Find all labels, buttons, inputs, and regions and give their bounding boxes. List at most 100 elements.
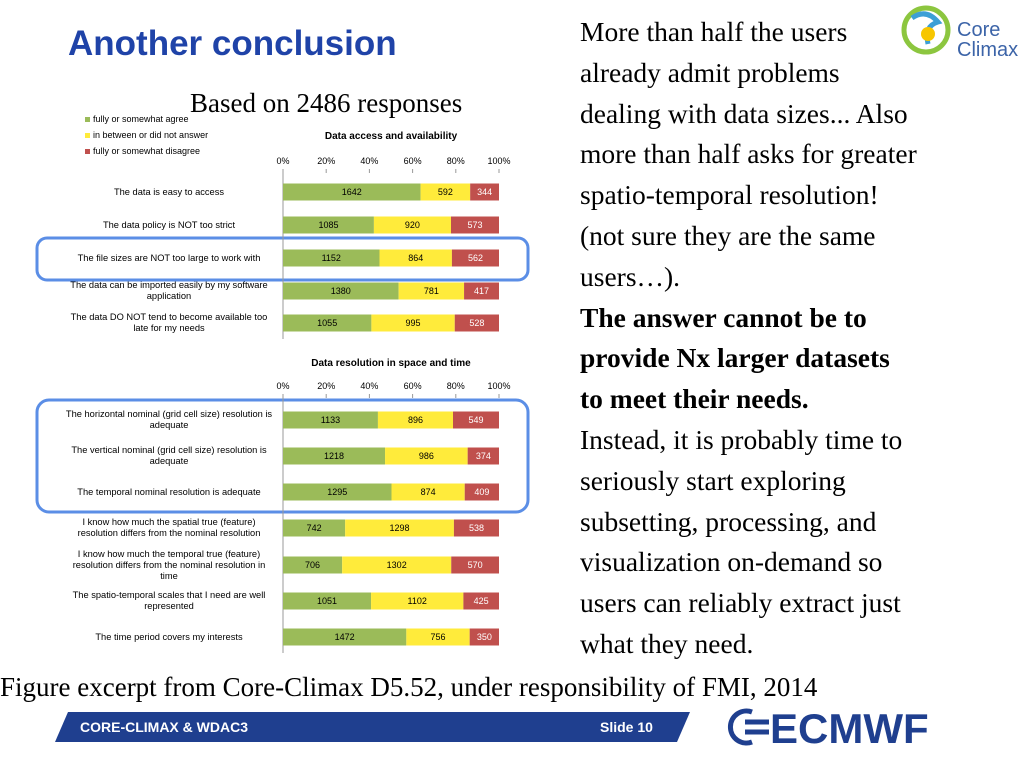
x-tick-label: 0% xyxy=(276,381,289,391)
bar-segment xyxy=(283,183,421,201)
category-label: I know how much the temporal true (featu… xyxy=(63,549,275,581)
category-label: The file sizes are NOT too large to work… xyxy=(63,242,275,274)
data-label: 562 xyxy=(468,253,483,263)
bar-segment xyxy=(283,249,380,267)
bar-segment xyxy=(283,411,378,429)
logo-word: Core xyxy=(957,19,1001,41)
body-line: users…). xyxy=(580,260,681,292)
x-tick-label: 0% xyxy=(276,156,289,166)
category-text: The temporal nominal resolution is adequ… xyxy=(77,486,261,497)
data-label: 344 xyxy=(477,187,492,197)
legend-swatch xyxy=(85,149,90,154)
body-line: provide Nx larger datasets xyxy=(580,342,890,374)
body-line: dealing with data sizes... Also xyxy=(580,97,908,129)
data-label: 1380 xyxy=(331,286,351,296)
category-text: The data DO NOT tend to become available… xyxy=(70,312,268,333)
bar-segment xyxy=(467,447,499,465)
bar-segment xyxy=(385,447,468,465)
body-line: more than half asks for greater xyxy=(580,138,917,170)
category-text: The file sizes are NOT too large to work… xyxy=(77,252,261,263)
category-text: The time period covers my interests xyxy=(95,631,243,642)
bar-segment xyxy=(420,183,471,201)
body-line: subsetting, processing, and xyxy=(580,505,877,537)
category-text: The horizontal nominal (grid cell size) … xyxy=(65,409,273,430)
bar-segment xyxy=(451,249,499,267)
category-label: I know how much the spatial true (featur… xyxy=(63,512,275,544)
data-label: 1642 xyxy=(342,187,362,197)
bar-segment xyxy=(398,282,465,300)
bar-segment xyxy=(283,628,407,646)
ecmwf-icon xyxy=(728,708,769,746)
body-line: users can reliably extract just xyxy=(580,587,901,619)
category-label: The vertical nominal (grid cell size) re… xyxy=(63,440,275,472)
data-label: 1472 xyxy=(335,632,355,642)
data-label: 374 xyxy=(476,451,491,461)
body-text: More than half the users already admit pr… xyxy=(580,12,917,665)
data-label: 570 xyxy=(468,560,483,570)
x-tick-label: 20% xyxy=(317,381,335,391)
body-line: More than half the users xyxy=(580,16,848,47)
data-label: 1102 xyxy=(408,596,427,606)
category-label: The data is easy to access xyxy=(63,176,275,208)
data-label: 1085 xyxy=(318,220,338,230)
data-label: 1152 xyxy=(322,253,341,263)
data-label: 1218 xyxy=(324,451,344,461)
bar-segment xyxy=(373,216,451,234)
x-tick-label: 60% xyxy=(404,156,422,166)
bar-segment xyxy=(469,628,499,646)
category-label: The data policy is NOT too strict xyxy=(63,209,275,241)
body-line: to meet their needs. xyxy=(580,383,809,415)
bar-segment xyxy=(470,183,499,201)
body-line: visualization on-demand so xyxy=(580,546,883,578)
body-line: seriously start exploring xyxy=(580,464,846,496)
body-line: what they need. xyxy=(580,627,754,659)
bar-segment xyxy=(453,519,499,537)
bar-segment xyxy=(464,282,499,300)
bar-segment xyxy=(371,592,464,610)
bar-segment xyxy=(377,411,454,429)
core-climax-icon xyxy=(901,5,951,55)
category-label: The data can be imported easily by my so… xyxy=(63,275,275,307)
data-label: 573 xyxy=(467,220,482,230)
bar-segment xyxy=(454,314,499,332)
data-label: 1298 xyxy=(390,523,410,533)
category-text: The data policy is NOT too strict xyxy=(102,219,236,230)
caption: Figure excerpt from Core-Climax D5.52, u… xyxy=(0,672,818,702)
logo-word: Climax xyxy=(957,39,1019,61)
x-tick-label: 40% xyxy=(360,381,378,391)
data-label: 417 xyxy=(474,286,489,296)
category-label: The temporal nominal resolution is adequ… xyxy=(63,476,275,508)
bar-segment xyxy=(450,216,499,234)
data-label: 874 xyxy=(421,487,436,497)
bar-segment xyxy=(464,483,499,501)
chart-title: Data access and availability xyxy=(325,131,458,142)
footer-bar xyxy=(55,712,690,742)
bar-segment xyxy=(283,592,372,610)
data-label: 409 xyxy=(474,487,489,497)
data-label: 995 xyxy=(406,318,421,328)
bar-segment xyxy=(463,592,499,610)
category-text: I know how much the spatial true (featur… xyxy=(77,517,261,538)
category-text: I know how much the temporal true (featu… xyxy=(72,548,266,581)
bar-segment xyxy=(283,556,343,574)
data-label: 920 xyxy=(405,220,420,230)
data-label: 549 xyxy=(468,415,483,425)
data-label: 1051 xyxy=(317,596,337,606)
bar-segment xyxy=(283,314,372,332)
x-tick-label: 100% xyxy=(487,156,510,166)
data-label: 896 xyxy=(408,415,423,425)
brand: ECMWF xyxy=(770,705,929,752)
x-tick-label: 60% xyxy=(404,381,422,391)
category-text: The data can be imported easily by my so… xyxy=(70,280,268,301)
x-tick-label: 80% xyxy=(447,156,465,166)
logo-text: Core Climax xyxy=(957,20,1018,60)
data-label: 756 xyxy=(430,632,445,642)
bar-segment xyxy=(342,556,452,574)
bar-segment xyxy=(371,314,455,332)
data-label: 425 xyxy=(474,596,489,606)
bar-segment xyxy=(379,249,452,267)
data-label: 350 xyxy=(477,632,492,642)
x-tick-label: 80% xyxy=(447,381,465,391)
